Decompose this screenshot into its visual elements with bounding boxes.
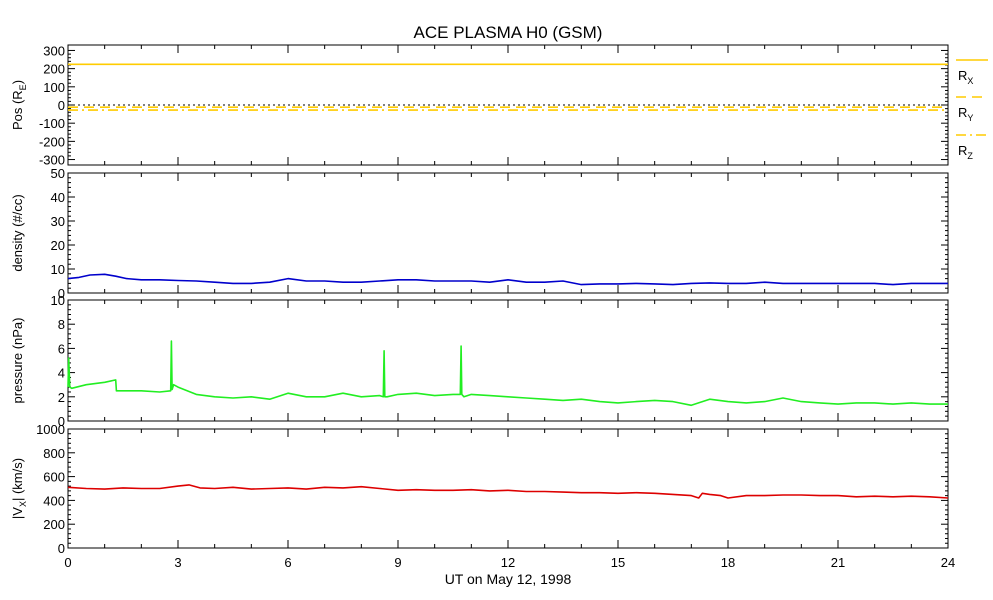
y-tick-label: 40 bbox=[51, 190, 65, 205]
y-tick-label: 8 bbox=[58, 317, 65, 332]
y-tick-label: 30 bbox=[51, 214, 65, 229]
y-tick-label: -200 bbox=[39, 134, 65, 149]
x-tick-label: 6 bbox=[284, 555, 291, 570]
y-tick-label: 100 bbox=[43, 80, 65, 95]
y-tick-label: 400 bbox=[43, 493, 65, 508]
y-axis-label: Pos (RE) bbox=[10, 80, 28, 130]
panel-vx: 1000 800 600 400 200 0 |VX| (km/s) bbox=[10, 422, 949, 556]
y-axis-label: |VX| (km/s) bbox=[10, 458, 28, 519]
y-tick-label: 200 bbox=[43, 62, 65, 77]
legend-label: RX bbox=[958, 68, 973, 86]
y-tick-label: 1000 bbox=[36, 422, 65, 437]
y-tick-label: 0 bbox=[58, 98, 65, 113]
x-axis: 0 3 6 9 12 15 18 21 24 bbox=[64, 555, 955, 570]
y-tick-label: 0 bbox=[58, 286, 65, 301]
x-tick-label: 18 bbox=[721, 555, 735, 570]
x-tick-label: 24 bbox=[941, 555, 955, 570]
panel-pos: 300 200 100 0 -100 -200 -300 Pos (RE) bbox=[10, 43, 949, 168]
y-axis-label: pressure (nPa) bbox=[10, 318, 25, 404]
series-line-pressure bbox=[67, 340, 948, 407]
y-tick-label: -300 bbox=[39, 153, 65, 168]
y-tick-label: 10 bbox=[51, 293, 65, 308]
y-tick-label: 0 bbox=[58, 541, 65, 556]
x-tick-label: 9 bbox=[394, 555, 401, 570]
y-tick-label: 600 bbox=[43, 470, 65, 485]
series-line-density bbox=[67, 273, 948, 286]
legend-label: RY bbox=[958, 105, 973, 123]
y-tick-label: 200 bbox=[43, 517, 65, 532]
y-tick-label: 300 bbox=[43, 43, 65, 58]
x-tick-label: 3 bbox=[174, 555, 181, 570]
x-axis-label: UT on May 12, 1998 bbox=[445, 571, 572, 587]
y-tick-label: 50 bbox=[51, 166, 65, 181]
x-tick-label: 15 bbox=[611, 555, 625, 570]
y-tick-label: 20 bbox=[51, 238, 65, 253]
y-tick-label: 4 bbox=[58, 366, 65, 381]
y-tick-label: 0 bbox=[58, 414, 65, 429]
panel-density: 50 40 30 20 10 0 density (#/cc) bbox=[10, 166, 949, 301]
y-tick-label: 6 bbox=[58, 341, 65, 356]
legend: RX RY RZ bbox=[956, 59, 988, 161]
y-tick-label: -100 bbox=[39, 116, 65, 131]
x-tick-label: 0 bbox=[64, 555, 71, 570]
x-tick-label: 21 bbox=[831, 555, 845, 570]
y-tick-label: 10 bbox=[51, 262, 65, 277]
series-line-vx bbox=[67, 484, 949, 499]
panel-pressure: 10 8 6 4 2 0 pressure (nPa) bbox=[10, 293, 949, 429]
chart-title: ACE PLASMA H0 (GSM) bbox=[414, 23, 603, 42]
y-tick-label: 800 bbox=[43, 446, 65, 461]
x-tick-label: 12 bbox=[501, 555, 515, 570]
legend-label: RZ bbox=[958, 143, 973, 161]
y-tick-label: 2 bbox=[58, 390, 65, 405]
y-axis-label: density (#/cc) bbox=[10, 194, 25, 271]
